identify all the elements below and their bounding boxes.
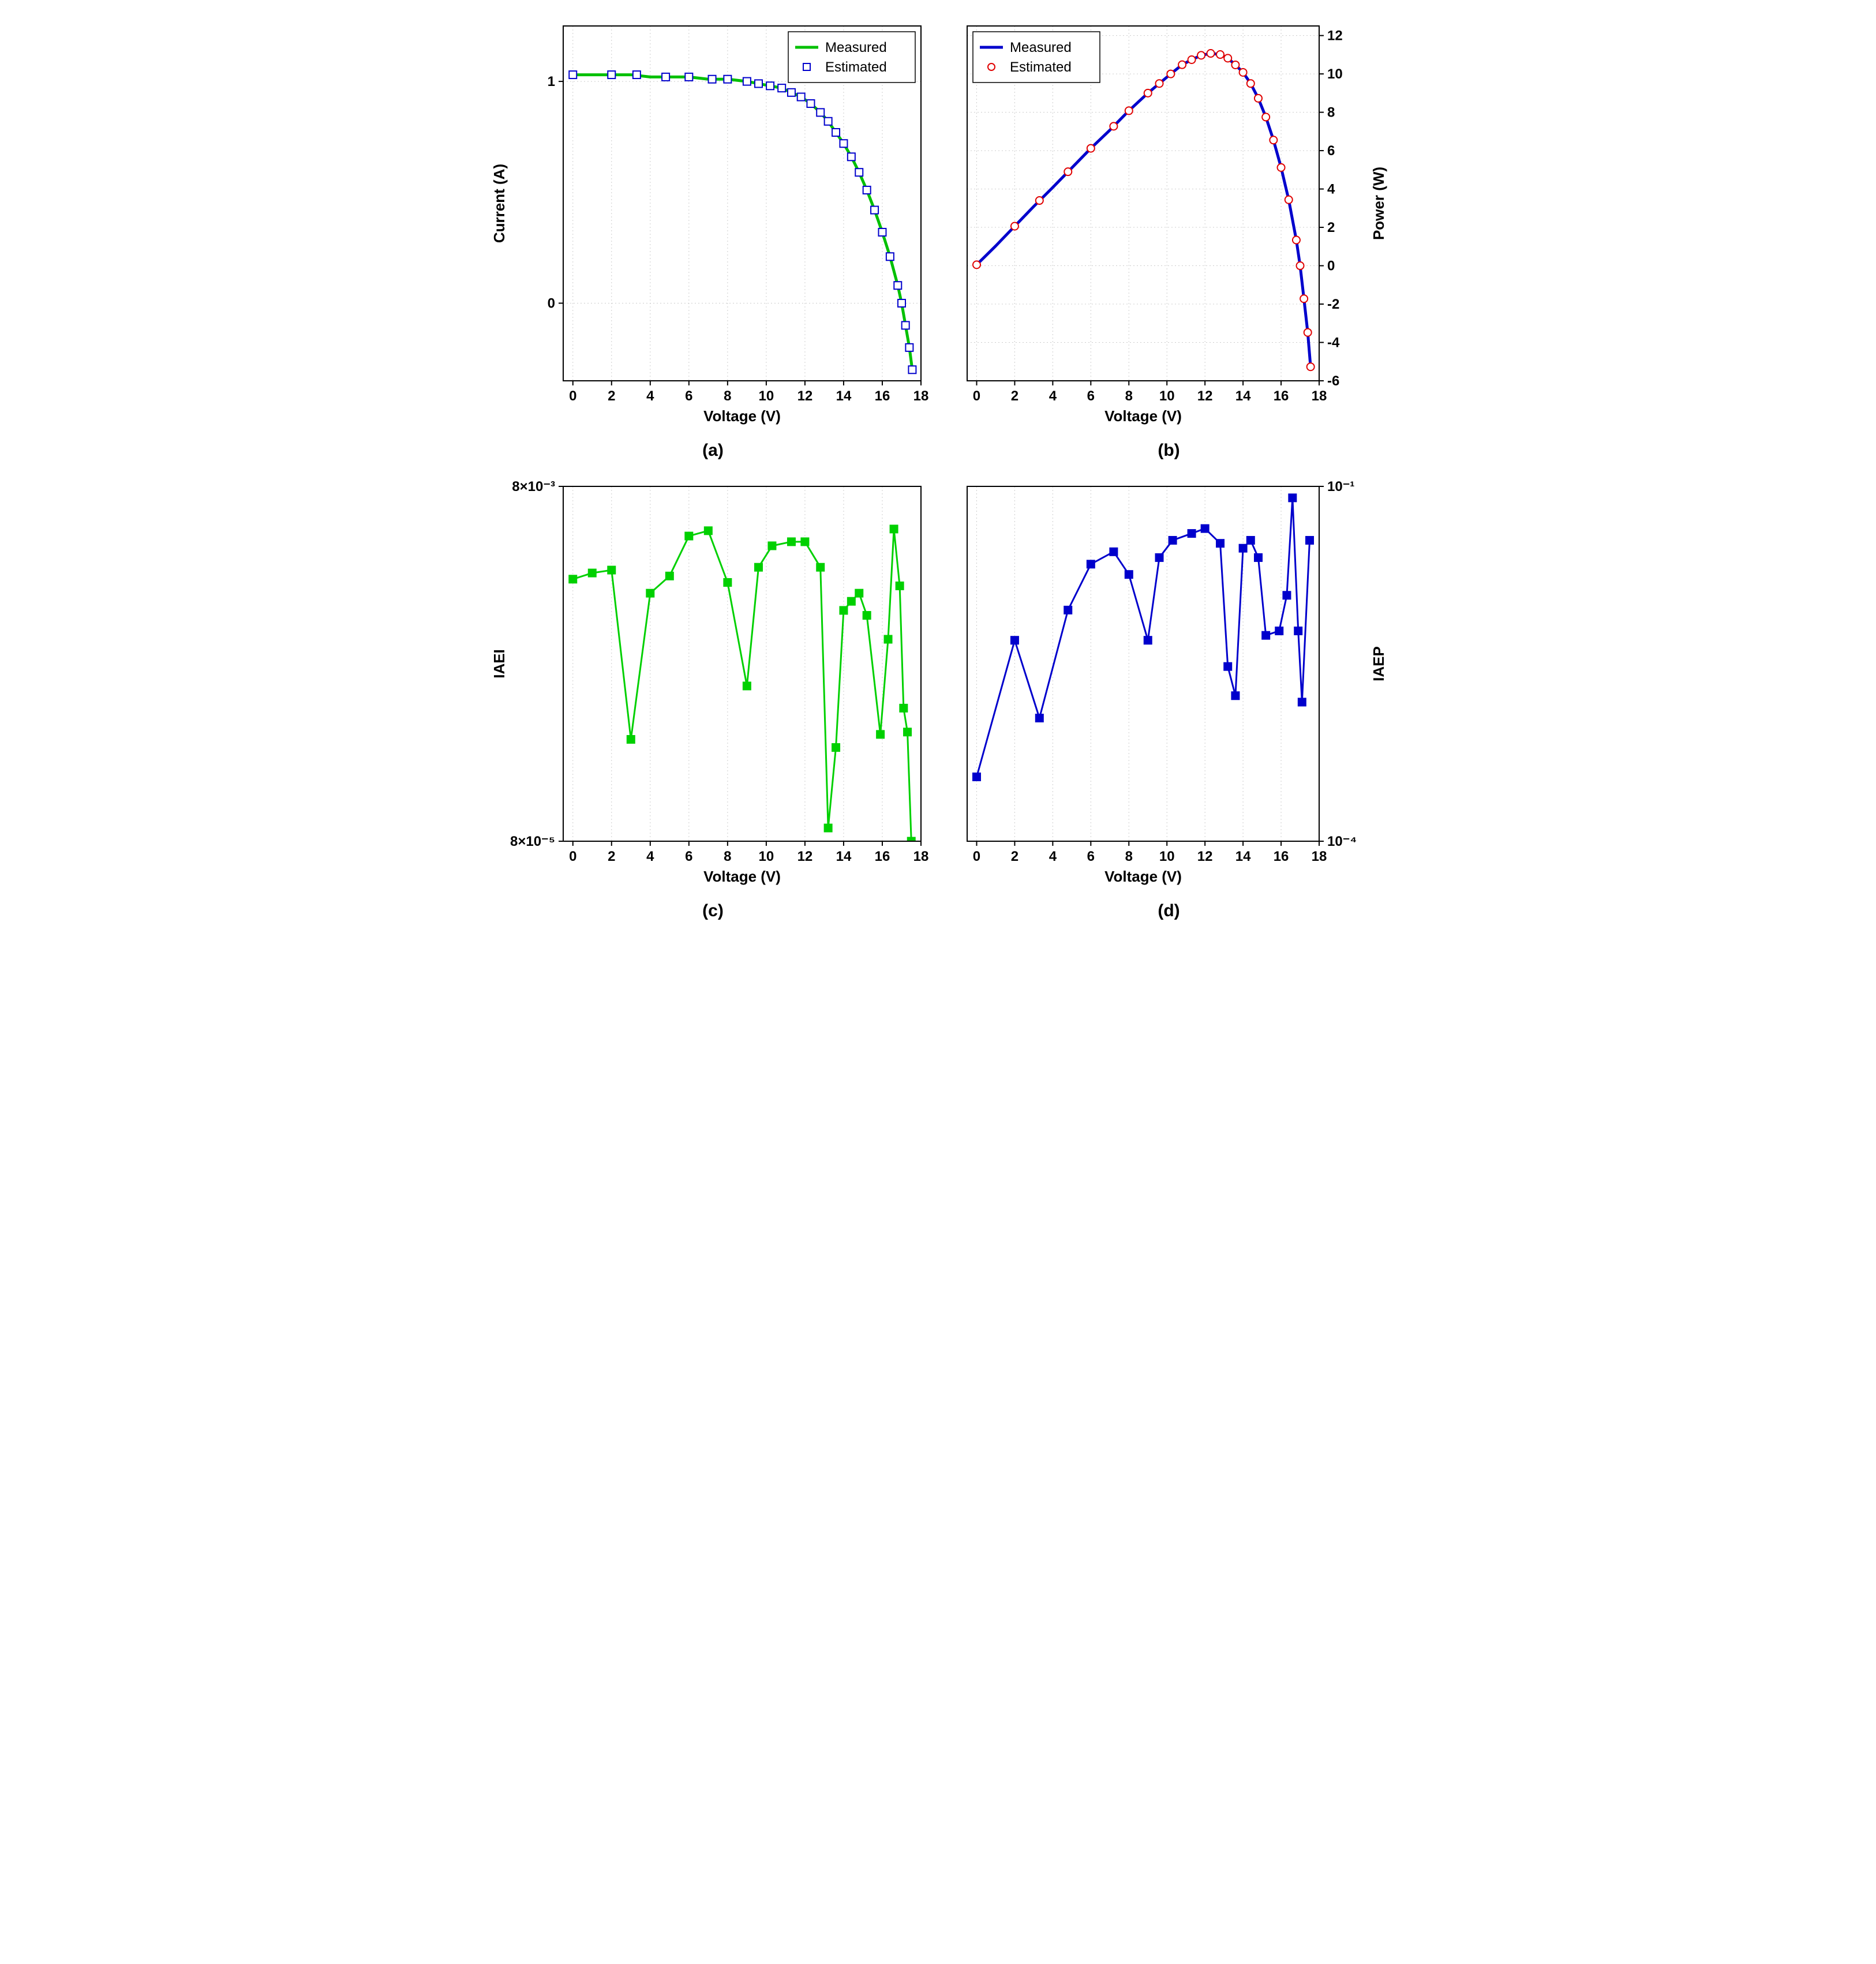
figure-grid: 0 2 4 6 8 10 12 14 16 18 0 1 Voltage (V) Current (A) M… bbox=[488, 12, 1388, 921]
svg-text:0: 0 bbox=[569, 849, 576, 864]
sub-label-a: (a) bbox=[702, 441, 724, 460]
svg-text:18: 18 bbox=[913, 849, 928, 864]
svg-text:4: 4 bbox=[646, 388, 654, 404]
svg-text:14: 14 bbox=[836, 849, 851, 864]
svg-text:10: 10 bbox=[758, 388, 774, 404]
panel-d: 0 2 4 6 8 10 12 14 16 1810⁻⁴ 10⁻¹ Voltage (V) IAEP (… bbox=[944, 472, 1394, 921]
svg-text:8×10⁻⁵: 8×10⁻⁵ bbox=[510, 834, 555, 849]
svg-text:12: 12 bbox=[1197, 849, 1212, 864]
svg-text:18: 18 bbox=[1311, 849, 1327, 864]
svg-text:8: 8 bbox=[1125, 388, 1132, 404]
svg-text:0: 0 bbox=[547, 295, 555, 311]
svg-text:12: 12 bbox=[1327, 28, 1343, 44]
svg-text:Measured: Measured bbox=[1010, 40, 1072, 55]
svg-text:0: 0 bbox=[569, 388, 576, 404]
svg-text:18: 18 bbox=[913, 388, 928, 404]
svg-text:14: 14 bbox=[1235, 849, 1250, 864]
svg-text:Estimated: Estimated bbox=[825, 59, 887, 75]
svg-text:14: 14 bbox=[836, 388, 851, 404]
chart-c: 0 2 4 6 8 10 12 14 16 18 8×10⁻⁵ 8×10⁻³ Voltage (V) IA… bbox=[488, 472, 938, 899]
svg-text:10: 10 bbox=[1159, 849, 1174, 864]
svg-text:16: 16 bbox=[874, 849, 890, 864]
sub-label-b: (b) bbox=[1158, 441, 1179, 460]
svg-text:-4: -4 bbox=[1327, 335, 1340, 351]
svg-text:6: 6 bbox=[1087, 849, 1094, 864]
svg-text:Current (A): Current (A) bbox=[490, 164, 508, 243]
svg-text:12: 12 bbox=[1197, 388, 1212, 404]
chart-a: 0 2 4 6 8 10 12 14 16 18 0 1 Voltage (V) Current (A) M… bbox=[488, 12, 938, 438]
svg-text:0: 0 bbox=[1327, 258, 1335, 274]
svg-text:10: 10 bbox=[1327, 66, 1343, 82]
svg-text:IAEP: IAEP bbox=[1370, 646, 1387, 681]
svg-text:10: 10 bbox=[758, 849, 774, 864]
sub-label-c: (c) bbox=[702, 901, 724, 921]
svg-text:Power (W): Power (W) bbox=[1370, 167, 1387, 240]
svg-text:16: 16 bbox=[1273, 388, 1289, 404]
svg-text:Measured: Measured bbox=[825, 40, 887, 55]
svg-text:Voltage (V): Voltage (V) bbox=[703, 868, 781, 885]
svg-text:-2: -2 bbox=[1327, 297, 1339, 312]
svg-text:6: 6 bbox=[685, 388, 692, 404]
svg-text:10⁻⁴: 10⁻⁴ bbox=[1327, 834, 1357, 849]
svg-text:16: 16 bbox=[1273, 849, 1289, 864]
svg-text:-6: -6 bbox=[1327, 373, 1339, 389]
svg-text:Voltage (V): Voltage (V) bbox=[1104, 868, 1182, 885]
svg-text:6: 6 bbox=[685, 849, 692, 864]
svg-text:10: 10 bbox=[1159, 388, 1174, 404]
svg-text:8: 8 bbox=[724, 388, 731, 404]
svg-text:0: 0 bbox=[972, 849, 980, 864]
panel-c: 0 2 4 6 8 10 12 14 16 18 8×10⁻⁵ 8×10⁻³ Voltage (V) IA… bbox=[488, 472, 938, 921]
svg-text:0: 0 bbox=[972, 388, 980, 404]
svg-text:Voltage (V): Voltage (V) bbox=[1104, 407, 1182, 425]
svg-text:2: 2 bbox=[1010, 388, 1018, 404]
svg-text:14: 14 bbox=[1235, 388, 1250, 404]
svg-text:IAEI: IAEI bbox=[490, 649, 508, 679]
svg-text:10⁻¹: 10⁻¹ bbox=[1327, 479, 1354, 494]
svg-text:2: 2 bbox=[1010, 849, 1018, 864]
svg-text:Voltage (V): Voltage (V) bbox=[703, 407, 781, 425]
svg-text:2: 2 bbox=[608, 849, 615, 864]
panel-a: 0 2 4 6 8 10 12 14 16 18 0 1 Voltage (V) Current (A) M… bbox=[488, 12, 938, 460]
chart-b: 0 2 4 6 8 10 12 14 16 18-6 -4 -2 0 2 4 6 8 10 12 Voltage (V… bbox=[944, 12, 1394, 438]
svg-text:Estimated: Estimated bbox=[1010, 59, 1072, 75]
svg-text:16: 16 bbox=[874, 388, 890, 404]
svg-text:4: 4 bbox=[646, 849, 654, 864]
svg-text:8: 8 bbox=[1125, 849, 1132, 864]
svg-text:2: 2 bbox=[1327, 220, 1335, 235]
svg-text:18: 18 bbox=[1311, 388, 1327, 404]
svg-text:4: 4 bbox=[1049, 388, 1057, 404]
chart-d: 0 2 4 6 8 10 12 14 16 1810⁻⁴ 10⁻¹ Voltage (V) IAEP bbox=[944, 472, 1394, 899]
svg-text:12: 12 bbox=[797, 388, 812, 404]
svg-text:8: 8 bbox=[1327, 105, 1335, 121]
svg-text:6: 6 bbox=[1087, 388, 1094, 404]
svg-text:8: 8 bbox=[724, 849, 731, 864]
panel-b: 0 2 4 6 8 10 12 14 16 18-6 -4 -2 0 2 4 6 8 10 12 Voltage (V… bbox=[944, 12, 1394, 460]
svg-text:4: 4 bbox=[1049, 849, 1057, 864]
svg-text:2: 2 bbox=[608, 388, 615, 404]
svg-text:4: 4 bbox=[1327, 182, 1335, 197]
svg-text:12: 12 bbox=[797, 849, 812, 864]
svg-text:8×10⁻³: 8×10⁻³ bbox=[512, 479, 555, 494]
svg-text:1: 1 bbox=[547, 74, 555, 89]
svg-text:6: 6 bbox=[1327, 143, 1335, 159]
sub-label-d: (d) bbox=[1158, 901, 1179, 921]
